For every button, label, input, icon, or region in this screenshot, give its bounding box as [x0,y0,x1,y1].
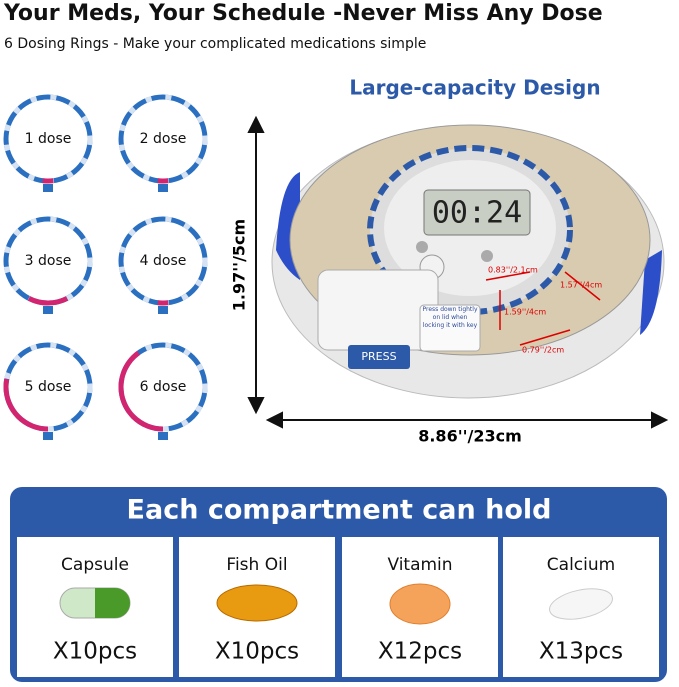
subtitle: 6 Dosing Rings - Make your complicated m… [4,36,426,52]
width-label: 8.86''/23cm [418,427,522,446]
dosing-ring: 6 dose [118,342,208,440]
dosing-ring: 4 dose [118,216,208,314]
lid-note: Press down tightly on lid when locking i… [422,306,478,329]
title: Your Meds, Your Schedule -Never Miss Any… [3,1,603,26]
ring-label: 6 dose [140,379,187,395]
dimension-arrows [247,115,669,429]
item-name: Fish Oil [226,555,287,575]
item-count: X12pcs [378,639,462,665]
device-heading: Large-capacity Design [349,76,600,100]
pill-dispenser: 00:24 Press down tightly on lid when loc… [271,124,665,399]
capacity-item: Calcium X13pcs [503,537,659,677]
item-name: Calcium [547,555,615,575]
capacity-item: Fish Oil X10pcs [179,537,335,677]
capacity-panel [10,487,667,682]
display: 00:24 [432,196,522,231]
dimension-label: 1.57''/4cm [560,281,602,290]
item-name: Vitamin [387,555,452,575]
dosing-rings: 1 dose 2 dose 3 dose 4 dose 5 dose 6 dose [3,94,208,440]
ring-label: 3 dose [25,253,72,269]
dimension-label: 0.79''/2cm [522,346,564,355]
ring-label: 2 dose [140,131,187,147]
dimension-label: 0.83''/2.1cm [488,266,538,275]
item-count: X13pcs [539,639,623,665]
dosing-ring: 3 dose [3,216,93,314]
item-count: X10pcs [53,639,137,665]
item-name: Capsule [61,555,129,575]
ring-label: 4 dose [140,253,187,269]
press-button[interactable]: PRESS [361,350,396,363]
dosing-ring: 2 dose [118,94,208,192]
capacity-item: Capsule X10pcs [17,537,173,677]
ring-label: 5 dose [25,379,72,395]
dimension-label: 1.59''/4cm [504,308,546,317]
height-label: 1.97''/5cm [230,219,249,311]
capacity-item: Vitamin X12pcs [342,537,498,677]
dosing-ring: 1 dose [3,94,93,192]
ring-label: 1 dose [25,131,72,147]
dosing-ring: 5 dose [3,342,93,440]
capacity-heading: Each compartment can hold [127,495,552,526]
capacity-items: Capsule X10pcs Fish Oil X10pcs Vitamin X12pcs… [17,537,659,677]
item-count: X10pcs [215,639,299,665]
